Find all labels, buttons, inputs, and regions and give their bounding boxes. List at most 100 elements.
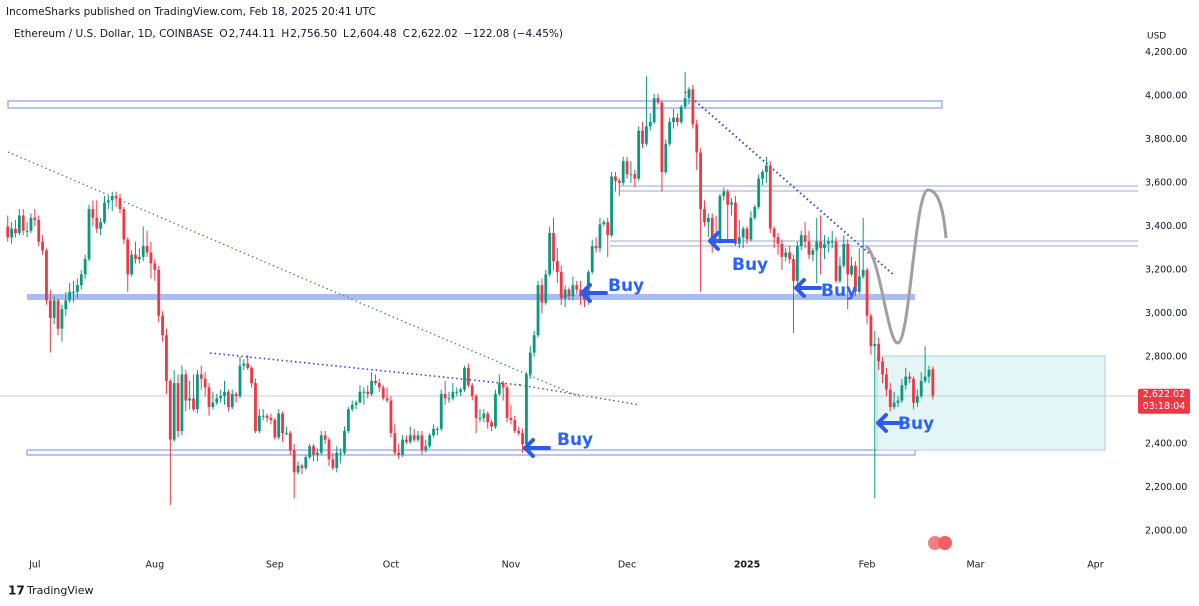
candle-body	[792, 259, 795, 281]
candle-body	[544, 274, 548, 303]
candle-body	[176, 383, 180, 431]
candle-body	[219, 396, 223, 399]
candle-body	[149, 252, 153, 264]
candle-body	[424, 446, 428, 451]
candle-body	[106, 200, 110, 203]
candle-body	[555, 261, 559, 273]
brand: 17 TradingView	[8, 584, 93, 598]
candle-body	[652, 98, 656, 123]
candle-body	[830, 241, 834, 243]
x-tick-label: Apr	[1087, 560, 1104, 571]
candle-body	[385, 398, 389, 401]
candle-body	[230, 393, 234, 408]
candle-body	[645, 126, 648, 144]
candle-body	[931, 369, 935, 396]
candle-body	[366, 391, 370, 394]
candle-body	[826, 241, 830, 244]
candle-body	[33, 217, 37, 220]
buy-arrow	[580, 283, 608, 303]
candle-body	[865, 269, 869, 316]
candle-body	[203, 378, 207, 388]
candle-body	[401, 439, 404, 455]
candle-body	[72, 291, 75, 293]
publisher-line: IncomeSharks published on TradingView.co…	[6, 6, 376, 18]
candle-body	[842, 243, 846, 266]
candle-body	[486, 413, 490, 423]
candle-body	[656, 98, 660, 103]
candle-body	[927, 370, 931, 377]
candle-body	[37, 219, 41, 242]
x-tick-label: Oct	[383, 560, 400, 571]
candle-body	[490, 422, 493, 427]
quote-value: 2,744.11	[229, 28, 276, 40]
y-tick-label: 2,400.00	[1145, 439, 1187, 450]
candle-body	[703, 209, 706, 223]
candle-body	[68, 291, 72, 301]
annotations: Buy Buy Buy Buy Buy	[523, 231, 934, 458]
candle-body	[923, 376, 927, 381]
candle-body	[157, 269, 161, 316]
last-price-label: 2,622.02	[1143, 389, 1185, 400]
candle-body	[292, 450, 296, 473]
buy-arrow	[708, 231, 736, 251]
candle-body	[892, 402, 896, 408]
y-tick-label: 3,800.00	[1145, 134, 1187, 145]
candle-body	[215, 398, 219, 403]
candle-body	[281, 413, 284, 434]
candle-body	[803, 235, 807, 242]
x-tick-label: Dec	[618, 560, 636, 571]
candle-body	[25, 230, 29, 232]
candle-body	[494, 393, 497, 427]
candle-body	[799, 235, 803, 247]
candle-body	[629, 174, 633, 176]
candle-body	[199, 374, 203, 379]
candle-body	[637, 130, 641, 179]
candle-body	[393, 433, 397, 453]
candle-body	[567, 289, 571, 297]
candle-body	[505, 387, 509, 418]
candle-body	[563, 289, 567, 299]
candle-body	[675, 117, 679, 123]
y-tick-label: 3,400.00	[1145, 221, 1187, 232]
candle-body	[122, 209, 126, 240]
y-tick-label: 2,800.00	[1145, 351, 1187, 362]
candle-body	[60, 309, 64, 329]
candle-body	[6, 226, 10, 238]
candle-body	[625, 161, 629, 175]
candle-body	[459, 389, 463, 392]
candle-body	[478, 417, 482, 419]
candle-body	[300, 465, 304, 468]
candle-body	[350, 404, 354, 410]
candle-body	[710, 217, 714, 240]
candle-body	[540, 285, 544, 303]
candle-body	[45, 250, 48, 301]
candle-body	[296, 465, 300, 473]
candle-body	[184, 374, 188, 401]
candle-body	[621, 161, 625, 183]
trend-line	[7, 151, 581, 398]
candle-body	[145, 246, 149, 253]
candle-body	[474, 396, 478, 418]
brand-logo: 17	[8, 584, 25, 598]
candle-body	[312, 446, 315, 455]
y-tick-label: 3,000.00	[1145, 308, 1187, 319]
candle-body	[79, 274, 83, 286]
buy-arrow	[794, 278, 822, 298]
candle-body	[497, 383, 501, 394]
quote-value: 2,756.50	[290, 28, 337, 40]
candle-body	[285, 433, 288, 435]
buy-label: Buy	[732, 255, 768, 275]
candle-body	[602, 222, 606, 225]
candle-body	[780, 243, 784, 257]
candle-body	[888, 389, 892, 408]
x-tick-label: Feb	[859, 560, 876, 571]
projection-path	[864, 188, 948, 345]
candle-body	[548, 232, 552, 275]
candle-body	[730, 202, 733, 205]
candle-body	[598, 224, 602, 249]
candle-body	[17, 215, 21, 233]
candle-body	[319, 435, 323, 453]
candle-body	[451, 391, 455, 399]
